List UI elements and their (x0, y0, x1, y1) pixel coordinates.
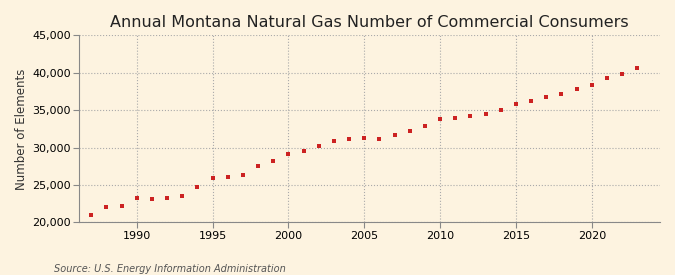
Point (283, 152, 294, 156)
Text: Source: U.S. Energy Information Administration: Source: U.S. Energy Information Administ… (54, 264, 286, 274)
Point (510, 102, 521, 106)
Point (192, 185, 202, 189)
Point (389, 133, 400, 137)
Point (313, 144, 324, 148)
Point (344, 136, 354, 141)
Point (298, 149, 309, 153)
Point (420, 124, 431, 128)
Point (404, 129, 415, 133)
Point (177, 194, 188, 199)
Point (526, 99, 537, 103)
Point (480, 112, 491, 116)
Point (268, 159, 279, 163)
Point (571, 87, 582, 91)
Point (556, 92, 567, 96)
Point (374, 136, 385, 141)
Point (359, 136, 370, 140)
Point (116, 204, 127, 208)
Point (86, 213, 97, 217)
Point (541, 95, 551, 100)
Point (617, 72, 628, 76)
Point (465, 114, 476, 118)
Y-axis label: Number of Elements: Number of Elements (15, 68, 28, 189)
Point (162, 196, 173, 201)
Point (222, 175, 233, 179)
Point (495, 108, 506, 112)
Point (207, 176, 218, 180)
Point (587, 82, 597, 87)
Point (632, 65, 643, 70)
Point (252, 163, 263, 168)
Point (450, 116, 460, 120)
Point (329, 139, 340, 143)
Point (435, 117, 446, 121)
Point (601, 76, 612, 80)
Title: Annual Montana Natural Gas Number of Commercial Consumers: Annual Montana Natural Gas Number of Com… (110, 15, 629, 30)
Point (146, 197, 157, 201)
Point (101, 205, 112, 209)
Point (238, 173, 248, 177)
Point (132, 196, 142, 201)
